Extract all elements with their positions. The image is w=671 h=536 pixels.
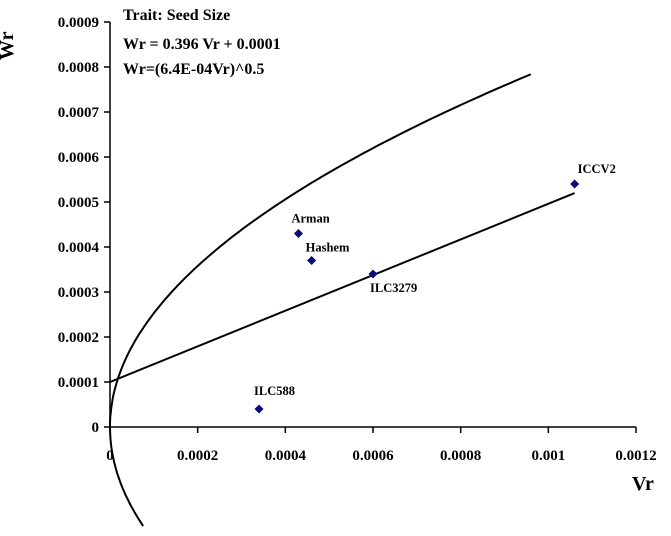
point-label: ILC588: [254, 384, 295, 398]
data-point: [570, 179, 580, 189]
data-point: [307, 255, 317, 266]
y-axis-title: Wr: [0, 31, 18, 60]
x-tick-label: 0.0004: [265, 448, 307, 464]
y-tick-label: 0: [92, 420, 100, 436]
point-labels: Arman Hashem ILC3279 ICCV2 ILC588: [254, 162, 616, 398]
y-tick-label: 0.0004: [58, 240, 100, 256]
y-tick-label: 0.0003: [58, 285, 99, 301]
y-tick-label: 0.0006: [58, 150, 100, 166]
data-point: [293, 228, 304, 239]
y-ticks: 0 0.0001 0.0002 0.0003 0.0004 0.0005 0.0006 0.0…: [58, 15, 110, 436]
curves: [109, 73, 576, 527]
x-tick-label: 0.0006: [352, 448, 394, 464]
x-tick-label: 0.0002: [177, 448, 218, 464]
x-tick-label: 0.0008: [440, 448, 481, 464]
data-point: [254, 404, 264, 414]
y-tick-label: 0.0002: [58, 330, 99, 346]
y-tick-label: 0.0008: [58, 60, 99, 76]
x-axis-title: Vr: [632, 473, 654, 495]
y-tick-label: 0.0001: [58, 375, 99, 391]
point-label: Hashem: [306, 241, 350, 255]
x-tick-label: 0.0012: [615, 448, 656, 464]
x-ticks: 0 0.0002 0.0004 0.0006 0.0008 0.001 0.0012: [106, 427, 657, 464]
point-label: ILC3279: [370, 281, 417, 295]
y-tick-label: 0.0005: [58, 195, 99, 211]
parabola-equation: Wr=(6.4E-04Vr)^0.5: [123, 61, 264, 78]
x-tick-label: 0.001: [531, 448, 565, 464]
regression-equation: Wr = 0.396 Vr + 0.0001: [123, 36, 281, 53]
point-label: Arman: [291, 212, 329, 226]
limiting-parabola: [109, 73, 532, 527]
point-label: ICCV2: [578, 162, 616, 176]
x-tick-label: 0: [106, 448, 114, 464]
regression-line: [109, 192, 576, 383]
chart-title: Trait: Seed Size: [123, 7, 230, 24]
axes: [109, 22, 636, 428]
y-tick-label: 0.0007: [58, 105, 100, 121]
y-tick-label: 0.0009: [58, 15, 99, 31]
